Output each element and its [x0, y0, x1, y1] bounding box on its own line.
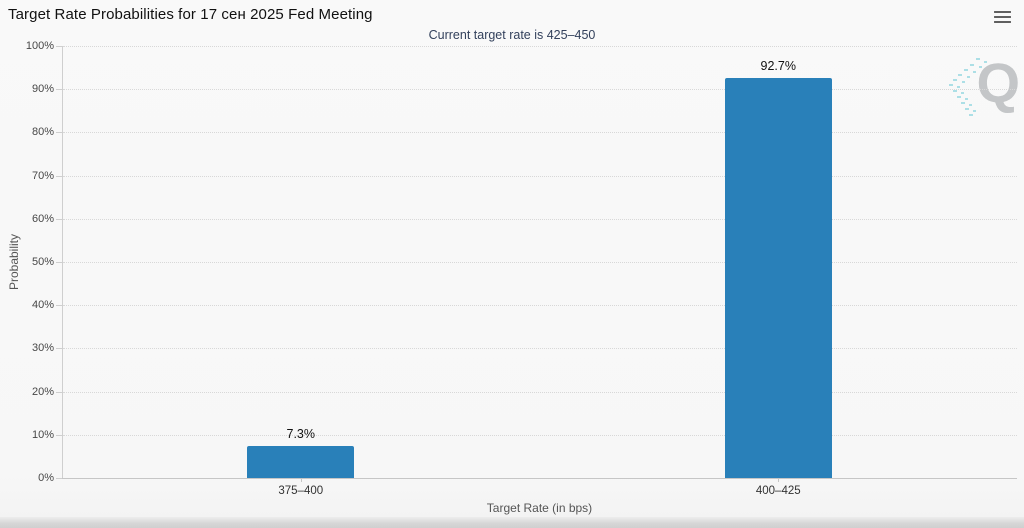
- hamburger-menu-icon[interactable]: [993, 8, 1013, 26]
- y-axis-tick: [56, 46, 62, 47]
- x-axis-title: Target Rate (in bps): [486, 501, 593, 515]
- y-axis-tick: [56, 262, 62, 263]
- x-axis-line: [62, 478, 1017, 479]
- chart-subtitle: Current target rate is 425–450: [428, 28, 596, 42]
- menu-bar: [994, 15, 1011, 19]
- y-axis-tick-label: 10%: [31, 428, 54, 441]
- y-axis-tick-label: 20%: [31, 385, 54, 398]
- gridline: [63, 218, 1017, 220]
- x-axis-tick: [300, 478, 302, 482]
- y-axis-line: [62, 46, 63, 478]
- y-axis-tick-label: 80%: [31, 126, 54, 139]
- gridline: [63, 175, 1017, 177]
- y-axis-tick-label: 100%: [25, 40, 54, 52]
- y-axis-tick-label: 90%: [31, 83, 54, 96]
- probability-bar[interactable]: [724, 77, 832, 478]
- y-axis-tick-label: 60%: [31, 212, 54, 225]
- x-axis-category-label: 400–425: [755, 485, 801, 497]
- y-axis-tick: [56, 348, 62, 350]
- probability-bar[interactable]: [247, 446, 355, 478]
- gridline: [63, 348, 1017, 350]
- page-bottom-edge: [0, 517, 1024, 528]
- gridline: [63, 391, 1017, 393]
- watermark-q-letter: Q: [976, 51, 1020, 114]
- y-axis-tick: [56, 305, 62, 307]
- quandl-q-watermark: Q: [948, 51, 1024, 120]
- y-axis-tick: [56, 434, 62, 436]
- gridline: [63, 262, 1017, 263]
- gridline: [63, 305, 1017, 307]
- gridline: [63, 46, 1017, 47]
- bar-value-label: 7.3%: [286, 427, 316, 442]
- y-axis-tick-label: 40%: [31, 299, 54, 312]
- y-axis-tick: [56, 218, 62, 220]
- y-axis-tick-label: 70%: [31, 169, 54, 182]
- gridline: [63, 434, 1017, 436]
- gridline: [63, 89, 1017, 91]
- y-axis-tick: [56, 89, 62, 91]
- y-axis-tick: [56, 478, 62, 479]
- y-axis-tick: [56, 132, 62, 134]
- y-axis-tick-label: 50%: [31, 256, 54, 268]
- menu-bar: [994, 10, 1011, 14]
- bar-value-label: 92.7%: [760, 58, 796, 73]
- y-axis-tick: [56, 391, 62, 393]
- x-axis-category-label: 375–400: [278, 485, 324, 497]
- y-axis-tick: [56, 175, 62, 177]
- x-axis-tick: [778, 478, 780, 482]
- gridline: [63, 132, 1017, 134]
- menu-bar: [994, 20, 1011, 24]
- y-axis-tick-label: 30%: [31, 342, 54, 355]
- y-axis-tick-label: 0%: [38, 472, 54, 484]
- chart-title: Target Rate Probabilities for 17 сен 202…: [8, 6, 373, 23]
- watermark-dots: [949, 58, 987, 116]
